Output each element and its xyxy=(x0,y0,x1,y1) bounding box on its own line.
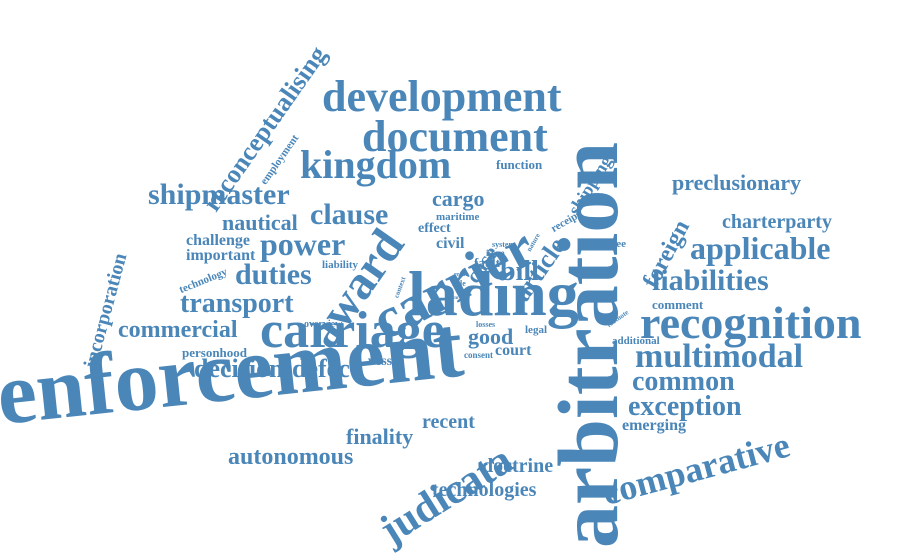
word-fault: fault xyxy=(474,255,500,270)
word-additional: additional xyxy=(612,335,660,347)
word-consent: consent xyxy=(464,350,493,360)
word-common: common xyxy=(632,366,735,397)
word-personhood: personhood xyxy=(182,345,248,360)
word-exception: exception xyxy=(628,391,742,422)
word-rule: rule xyxy=(452,279,466,288)
word-emerging: emerging xyxy=(622,417,686,434)
word-charterparty: charterparty xyxy=(722,211,832,233)
word-shipmaster: shipmaster xyxy=(148,178,290,211)
word-liabilities: liabilities xyxy=(652,264,769,297)
word-recent: recent xyxy=(422,411,475,433)
word-comment: comment xyxy=(652,297,704,312)
word-duties: duties xyxy=(235,258,312,291)
word-civil: civil xyxy=(436,235,465,252)
word-document: document xyxy=(362,112,548,161)
word-multimodal: multimodal xyxy=(635,338,804,375)
word-challenge: challenge xyxy=(186,232,250,249)
word-cargo: cargo xyxy=(432,186,485,211)
word-good: good xyxy=(468,324,514,349)
word-losses: losses xyxy=(476,320,496,329)
word-overview: overview xyxy=(304,319,343,330)
word-vessel: vessel xyxy=(368,354,403,369)
word-function: function xyxy=(496,157,543,172)
word-decision: decision xyxy=(194,354,284,383)
word-applicable: applicable xyxy=(690,230,831,266)
word-autonomous: autonomous xyxy=(228,444,354,470)
word-technologies: technologies xyxy=(432,479,537,501)
word-commercial: commercial xyxy=(118,317,238,343)
word-maritime: maritime xyxy=(436,211,480,223)
word-liability: liability xyxy=(322,259,359,271)
word-effect: effect xyxy=(418,221,451,236)
word-nautical: nautical xyxy=(222,210,298,235)
word-finality: finality xyxy=(346,424,414,449)
word-defect: defect xyxy=(292,354,359,383)
word-employee: employee xyxy=(582,238,626,250)
word-lading: lading xyxy=(408,258,579,329)
word-bill: bill xyxy=(500,256,539,287)
word-important: important xyxy=(186,247,256,264)
word-transport: transport xyxy=(180,288,294,319)
word-development: development xyxy=(322,72,562,121)
word-recognition: recognition xyxy=(640,297,862,348)
word-clause: clause xyxy=(310,198,389,231)
word-legal: legal xyxy=(525,324,547,336)
word-kingdom: kingdom xyxy=(300,142,452,187)
word-realm: realm xyxy=(454,272,469,278)
word-issue: issue xyxy=(486,248,505,258)
word-doctrine: doctrine xyxy=(482,455,554,477)
word-power: power xyxy=(260,226,346,262)
word-system: system xyxy=(492,240,516,249)
word-carriage: carriage xyxy=(260,302,445,359)
word-cm: cm xyxy=(452,296,459,301)
word-preclusionary: preclusionary xyxy=(672,170,802,195)
word-court: court xyxy=(495,342,532,359)
